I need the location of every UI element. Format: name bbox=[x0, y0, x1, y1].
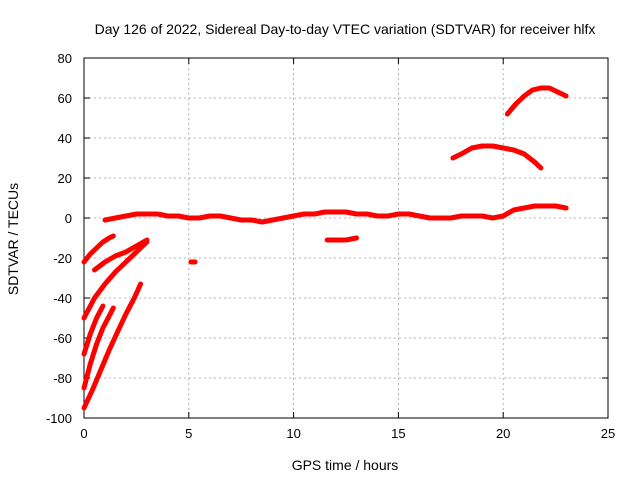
series-early-5 bbox=[81, 305, 116, 391]
x-axis-label: GPS time / hours bbox=[292, 457, 399, 473]
y-tick-label: 80 bbox=[58, 51, 72, 66]
series-early-2 bbox=[92, 237, 150, 273]
plot-frame bbox=[83, 57, 609, 419]
series-layer bbox=[81, 85, 569, 411]
x-tick-label: 20 bbox=[496, 426, 510, 441]
x-tick-label: 15 bbox=[391, 426, 405, 441]
series-arc-upper bbox=[504, 85, 569, 117]
chart-title: Day 126 of 2022, Sidereal Day-to-day VTE… bbox=[95, 21, 596, 37]
y-tick-label: -100 bbox=[46, 411, 72, 426]
ticks-layer: 0 5 10 15 20 25 -100 -80 -60 -40 -20 0 20 40 60 80 bbox=[46, 51, 615, 441]
y-tick-label: 60 bbox=[58, 91, 72, 106]
x-tick-label: 5 bbox=[185, 426, 192, 441]
y-tick-label: -60 bbox=[53, 331, 72, 346]
y-tick-label: -80 bbox=[53, 371, 72, 386]
y-tick-label: 20 bbox=[58, 171, 72, 186]
series-early-6 bbox=[81, 281, 144, 411]
y-tick-label: 40 bbox=[58, 131, 72, 146]
series-arc-mid bbox=[450, 143, 544, 171]
series-segment-12h bbox=[324, 235, 359, 243]
y-tick-label: 0 bbox=[65, 211, 72, 226]
y-tick-label: -20 bbox=[53, 251, 72, 266]
series-early-1 bbox=[81, 233, 116, 265]
series-main-track bbox=[102, 203, 569, 225]
grid-layer bbox=[84, 58, 608, 418]
y-tick-label: -40 bbox=[53, 291, 72, 306]
x-tick-label: 10 bbox=[286, 426, 300, 441]
series-early-4 bbox=[81, 303, 106, 357]
x-tick-label: 25 bbox=[601, 426, 615, 441]
series-early-3 bbox=[81, 239, 150, 321]
y-axis-label: SDTVAR / TECUs bbox=[5, 183, 21, 295]
x-tick-label: 0 bbox=[80, 426, 87, 441]
